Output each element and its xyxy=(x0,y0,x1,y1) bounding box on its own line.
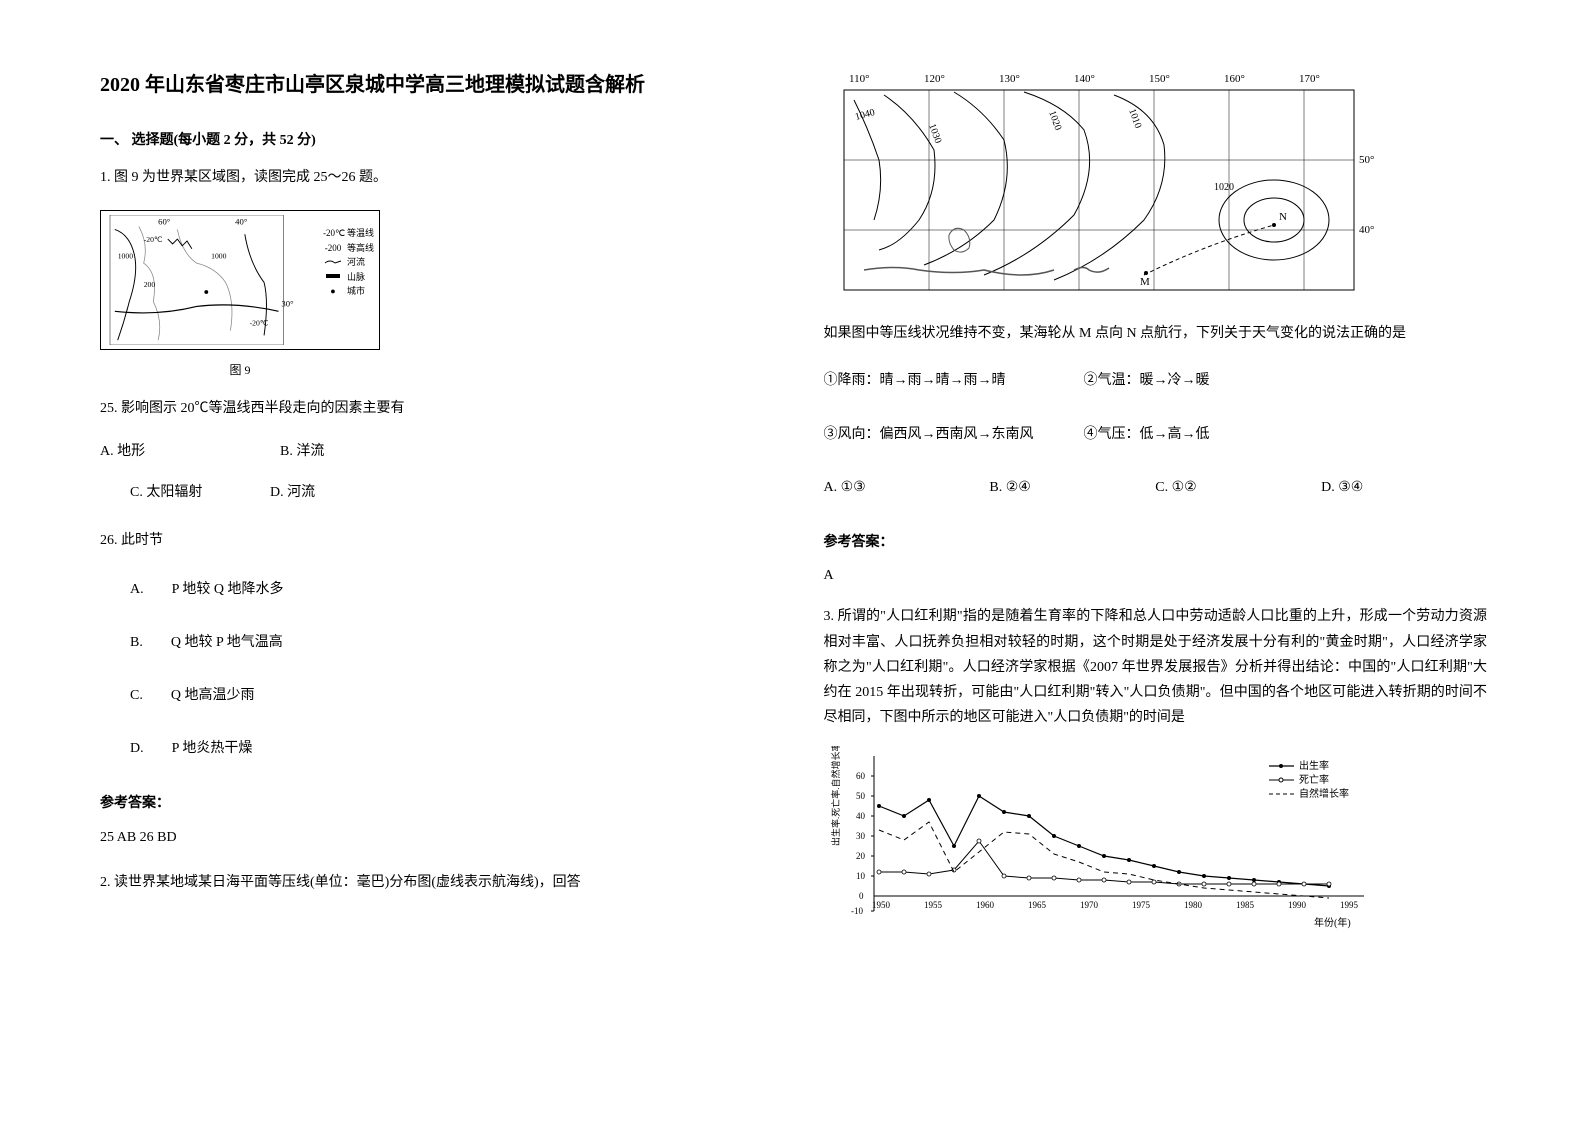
figure-9: 60° 40° 30° 1000 200 1000 -20℃ -20℃ xyxy=(100,210,380,350)
q2-option-c: C. ①② xyxy=(1155,475,1321,500)
q2-option-d: D. ③④ xyxy=(1321,475,1487,500)
q25-options-row2: C. 太阳辐射 D. 河流 xyxy=(130,480,764,505)
svg-text:1000: 1000 xyxy=(118,252,134,261)
weather-map-container: 110° 120° 130° 140° 150° 160° 170° 50° 4… xyxy=(824,70,1384,309)
q1-intro: 1. 图 9 为世界某区域图，读图完成 25～26 题。 xyxy=(100,165,764,190)
q2-statements-row1: ①降雨：晴→雨→晴→雨→晴 ②气温：暖→冷→暖 xyxy=(824,368,1488,393)
q2-option-b: B. ②④ xyxy=(989,475,1155,500)
svg-text:40: 40 xyxy=(856,811,866,821)
svg-text:110°: 110° xyxy=(849,73,870,85)
section-heading: 一、 选择题(每小题 2 分，共 52 分) xyxy=(100,128,764,153)
svg-text:-10: -10 xyxy=(851,906,863,916)
q2-text: 如果图中等压线状况维持不变，某海轮从 M 点向 N 点航行，下列关于天气变化的说… xyxy=(824,321,1488,346)
q2-options: A. ①③ B. ②④ C. ①② D. ③④ xyxy=(824,475,1488,500)
q2-statement-2: ②气温：暖→冷→暖 xyxy=(1084,368,1210,393)
q26-option-b: B. Q 地较 P 地气温高 xyxy=(130,630,764,655)
figure-9-caption: 图 9 xyxy=(100,360,380,382)
svg-text:1010: 1010 xyxy=(1126,107,1143,130)
svg-text:1020: 1020 xyxy=(1214,182,1234,193)
q2-answer-label: 参考答案： xyxy=(824,530,1488,555)
figure-9-legend: -20℃等温线 -200等高线 河流 山脉 ●城市 xyxy=(323,226,374,298)
svg-text:50°: 50° xyxy=(1359,154,1374,166)
svg-text:150°: 150° xyxy=(1149,73,1170,85)
svg-text:40°: 40° xyxy=(235,217,248,227)
left-column: 2020 年山东省枣庄市山亭区泉城中学高三地理模拟试题含解析 一、 选择题(每小… xyxy=(100,70,764,1052)
svg-text:1990: 1990 xyxy=(1288,900,1307,910)
svg-text:1020: 1020 xyxy=(1046,109,1063,132)
svg-text:1000: 1000 xyxy=(211,252,227,261)
svg-text:200: 200 xyxy=(144,281,156,290)
svg-text:1980: 1980 xyxy=(1184,900,1203,910)
demo-chart-container: 0 10 20 30 40 50 60 -10 1950 1955 1960 1… xyxy=(824,746,1384,945)
svg-text:60: 60 xyxy=(856,771,866,781)
q25-option-b: B. 洋流 xyxy=(280,439,460,464)
q2-intro: 2. 读世界某地域某日海平面等压线(单位：毫巴)分布图(虚线表示航海线)，回答 xyxy=(100,870,764,895)
svg-text:0: 0 xyxy=(859,891,864,901)
q26-option-d: D. P 地炎热干燥 xyxy=(130,736,764,761)
q2-statement-3: ③风向：偏西风→西南风→东南风 xyxy=(824,422,1084,447)
svg-text:1985: 1985 xyxy=(1236,900,1255,910)
svg-text:1970: 1970 xyxy=(1080,900,1099,910)
q25-text: 25. 影响图示 20℃等温线西半段走向的因素主要有 xyxy=(100,396,764,421)
q2-answer: A xyxy=(824,563,1488,588)
svg-text:120°: 120° xyxy=(924,73,945,85)
q25-option-d: D. 河流 xyxy=(270,480,410,505)
svg-text:1950: 1950 xyxy=(872,900,891,910)
svg-text:年份(年): 年份(年) xyxy=(1314,916,1351,929)
svg-text:自然增长率: 自然增长率 xyxy=(1299,787,1349,800)
svg-text:-20℃: -20℃ xyxy=(144,235,163,244)
svg-text:出生率: 出生率 xyxy=(1299,759,1329,772)
svg-text:50: 50 xyxy=(856,791,866,801)
q2-statements-row2: ③风向：偏西风→西南风→东南风 ④气压：低→高→低 xyxy=(824,422,1488,447)
right-column: 110° 120° 130° 140° 150° 160° 170° 50° 4… xyxy=(824,70,1488,1052)
svg-text:1965: 1965 xyxy=(1028,900,1047,910)
weather-map-svg: 110° 120° 130° 140° 150° 160° 170° 50° 4… xyxy=(824,70,1384,300)
svg-text:1975: 1975 xyxy=(1132,900,1151,910)
q26-option-c: C. Q 地高温少雨 xyxy=(130,683,764,708)
page-title: 2020 年山东省枣庄市山亭区泉城中学高三地理模拟试题含解析 xyxy=(100,70,764,100)
q26-text: 26. 此时节 xyxy=(100,528,764,553)
svg-text:40°: 40° xyxy=(1359,224,1374,236)
svg-text:出生率.死亡率.自然增长率(‰): 出生率.死亡率.自然增长率(‰) xyxy=(830,746,841,846)
q1-answer: 25 AB 26 BD xyxy=(100,825,764,850)
svg-text:N: N xyxy=(1279,211,1287,223)
q25-option-c: C. 太阳辐射 xyxy=(130,480,270,505)
q25-option-a: A. 地形 xyxy=(100,439,280,464)
q25-options-row1: A. 地形 B. 洋流 xyxy=(100,439,764,464)
q26-option-a: A. P 地较 Q 地降水多 xyxy=(130,577,764,602)
svg-text:1960: 1960 xyxy=(976,900,995,910)
demo-chart-svg: 0 10 20 30 40 50 60 -10 1950 1955 1960 1… xyxy=(824,746,1384,936)
svg-text:死亡率: 死亡率 xyxy=(1299,773,1329,786)
figure-9-container: 60° 40° 30° 1000 200 1000 -20℃ -20℃ xyxy=(100,200,380,382)
svg-text:60°: 60° xyxy=(158,217,171,227)
svg-text:140°: 140° xyxy=(1074,73,1095,85)
svg-text:170°: 170° xyxy=(1299,73,1320,85)
svg-text:M: M xyxy=(1140,276,1150,288)
svg-text:1995: 1995 xyxy=(1340,900,1359,910)
q2-statement-4: ④气压：低→高→低 xyxy=(1084,422,1210,447)
q3-text: 3. 所谓的"人口红利期"指的是随着生育率的下降和总人口中劳动适龄人口比重的上升… xyxy=(824,604,1488,730)
q1-answer-label: 参考答案： xyxy=(100,791,764,816)
svg-text:160°: 160° xyxy=(1224,73,1245,85)
svg-text:30: 30 xyxy=(856,831,866,841)
svg-text:130°: 130° xyxy=(999,73,1020,85)
svg-text:30°: 30° xyxy=(281,299,294,309)
svg-text:1040: 1040 xyxy=(853,107,875,123)
svg-text:20: 20 xyxy=(856,851,866,861)
svg-text:10: 10 xyxy=(856,871,866,881)
svg-text:-20℃: -20℃ xyxy=(250,319,269,328)
q2-option-a: A. ①③ xyxy=(824,475,990,500)
q2-statement-1: ①降雨：晴→雨→晴→雨→晴 xyxy=(824,368,1084,393)
svg-text:1955: 1955 xyxy=(924,900,943,910)
